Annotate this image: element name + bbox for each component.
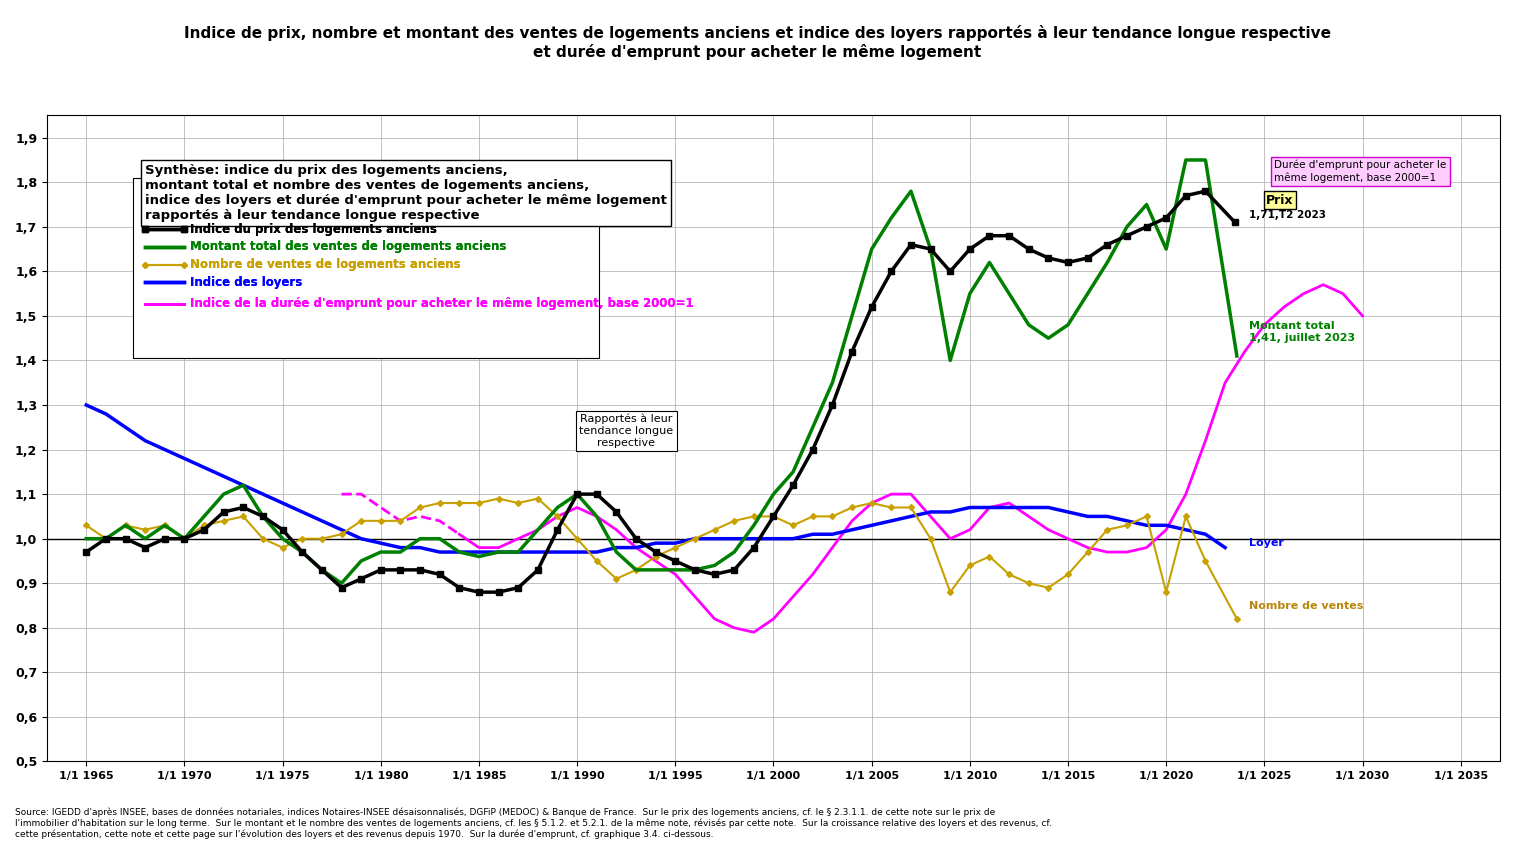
Indice des loyers [921,507,939,517]
Text: Prix: Prix [1267,194,1294,207]
Text: 1,71,T2 2023: 1,71,T2 2023 [1248,210,1326,220]
Montant total des ventes de logements anciens [391,547,409,557]
Indice du prix des logements anciens [921,244,939,254]
Text: Source: IGEDD d'après INSEE, bases de données notariales, indices Notaires-INSEE: Source: IGEDD d'après INSEE, bases de do… [15,807,1051,839]
Indice des loyers [255,489,273,499]
Text: Indice de prix, nombre et montant des ventes de logements anciens et indice des : Indice de prix, nombre et montant des ve… [183,25,1332,60]
Montant total des ventes de logements anciens [921,244,939,254]
Indice du prix des logements anciens [117,534,135,544]
Indice du prix des logements anciens [686,565,704,575]
Montant total des ventes de logements anciens [1227,351,1245,361]
Indice du prix des logements anciens [1197,186,1215,197]
Nombre de ventes de logements anciens [255,534,273,544]
Text: Rapportés à leur
tendance longue
respective: Rapportés à leur tendance longue respect… [579,414,673,447]
Indice du prix des logements anciens [371,565,389,575]
Indice du prix des logements anciens [1226,218,1244,228]
Text: Indice des loyers: Indice des loyers [191,276,303,289]
Line: Indice des loyers: Indice des loyers [86,405,1226,552]
Nombre de ventes de logements anciens [117,520,135,530]
Text: Indice du prix des logements anciens: Indice du prix des logements anciens [191,223,438,235]
Line: Nombre de ventes de logements anciens: Nombre de ventes de logements anciens [85,496,1239,621]
Indice des loyers [77,400,95,410]
Indice des loyers [430,547,448,557]
Nombre de ventes de logements anciens [921,534,939,544]
Text: Montant total
1,41, juillet 2023: Montant total 1,41, juillet 2023 [1248,321,1354,343]
Text: Durée d'emprunt pour acheter le
même logement, base 2000=1: Durée d'emprunt pour acheter le même log… [1274,160,1447,183]
Indice des loyers [117,422,135,432]
Text: Nombre de ventes de logements anciens: Nombre de ventes de logements anciens [191,258,461,271]
Indice des loyers [686,534,704,544]
Montant total des ventes de logements anciens [255,512,273,522]
Text: Loyer: Loyer [1248,538,1283,548]
Nombre de ventes de logements anciens [686,534,704,544]
Indice du prix des logements anciens [195,524,214,534]
Nombre de ventes de logements anciens [195,520,214,530]
Montant total des ventes de logements anciens [686,565,704,575]
Indice des loyers [371,538,389,548]
Indice du prix des logements anciens [255,512,273,522]
Text: Indice du prix des logements anciens: Indice du prix des logements anciens [191,223,438,235]
Nombre de ventes de logements anciens [77,520,95,530]
FancyBboxPatch shape [133,178,598,358]
Montant total des ventes de logements anciens [117,520,135,530]
Montant total des ventes de logements anciens [195,512,214,522]
Text: Nombre de ventes de logements anciens: Nombre de ventes de logements anciens [191,258,461,271]
Nombre de ventes de logements anciens [1227,614,1245,624]
Nombre de ventes de logements anciens [371,516,389,526]
Indice des loyers [1217,543,1235,553]
Text: Indice de la durée d'emprunt pour acheter le même logement, base 2000=1: Indice de la durée d'emprunt pour achete… [191,297,694,310]
Montant total des ventes de logements anciens [77,534,95,544]
Text: Nombre de ventes: Nombre de ventes [1248,601,1364,611]
Line: Montant total des ventes de logements anciens: Montant total des ventes de logements an… [86,160,1236,584]
Nombre de ventes de logements anciens [489,494,508,504]
Text: Montant total des ventes de logements anciens: Montant total des ventes de logements an… [191,241,506,253]
Text: Indice des loyers: Indice des loyers [191,276,303,289]
Indice du prix des logements anciens [77,547,95,557]
Indice des loyers [195,462,214,473]
Text: Synthèse: indice du prix des logements anciens,
montant total et nombre des vent: Synthèse: indice du prix des logements a… [145,164,667,223]
Montant total des ventes de logements anciens [1177,155,1195,165]
Text: Montant total des ventes de logements anciens: Montant total des ventes de logements an… [191,241,506,253]
Indice du prix des logements anciens [470,587,488,597]
Text: Indice de la durée d'emprunt pour acheter le même logement, base 2000=1: Indice de la durée d'emprunt pour achete… [191,297,694,310]
Montant total des ventes de logements anciens [332,579,350,589]
Line: Indice du prix des logements anciens: Indice du prix des logements anciens [83,188,1238,595]
